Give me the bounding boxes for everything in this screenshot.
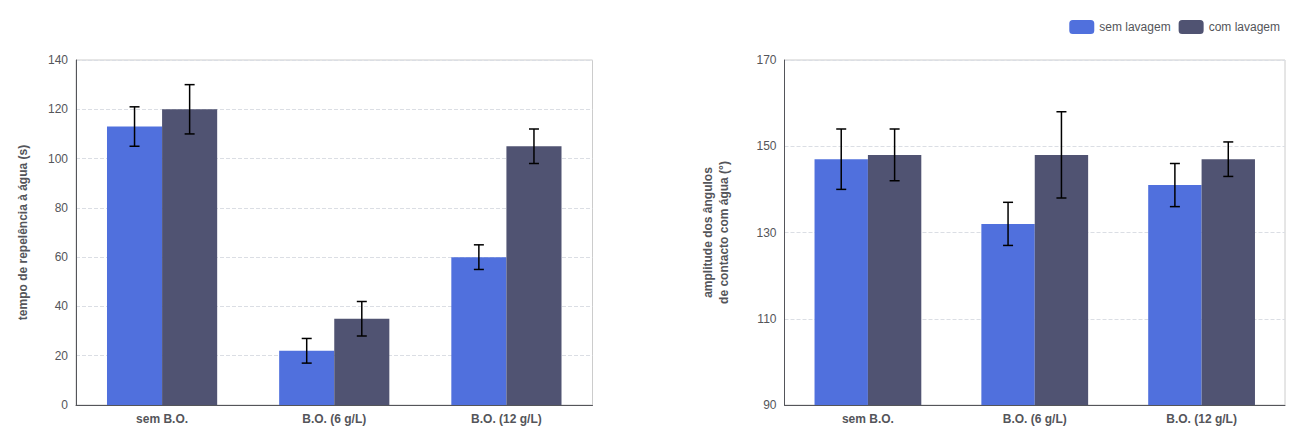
svg-text:40: 40	[55, 299, 69, 313]
svg-text:B.O. (12 g/L): B.O. (12 g/L)	[471, 412, 542, 426]
svg-text:90: 90	[763, 398, 777, 412]
svg-text:de contacto com água (°): de contacto com água (°)	[717, 161, 731, 304]
svg-text:sem B.O.: sem B.O.	[842, 412, 894, 426]
svg-text:sem B.O.: sem B.O.	[136, 412, 188, 426]
svg-text:tempo de repelência à água (s): tempo de repelência à água (s)	[16, 145, 30, 320]
svg-text:20: 20	[55, 349, 69, 363]
svg-text:80: 80	[55, 201, 69, 215]
svg-text:sem lavagem: sem lavagem	[1099, 20, 1170, 34]
svg-text:0: 0	[61, 398, 68, 412]
svg-text:com lavagem: com lavagem	[1209, 20, 1280, 34]
svg-text:110: 110	[757, 312, 776, 326]
svg-text:150: 150	[756, 139, 776, 153]
svg-text:60: 60	[55, 250, 69, 264]
svg-text:B.O. (12 g/L): B.O. (12 g/L)	[1166, 412, 1237, 426]
svg-text:amplitude dos ângulos: amplitude dos ângulos	[701, 167, 715, 298]
svg-text:120: 120	[48, 102, 68, 116]
svg-text:140: 140	[48, 53, 68, 67]
svg-text:B.O. (6 g/L): B.O. (6 g/L)	[302, 412, 366, 426]
svg-text:130: 130	[756, 226, 776, 240]
svg-text:170: 170	[756, 53, 776, 67]
svg-text:B.O. (6 g/L): B.O. (6 g/L)	[1003, 412, 1067, 426]
svg-text:100: 100	[48, 152, 68, 166]
